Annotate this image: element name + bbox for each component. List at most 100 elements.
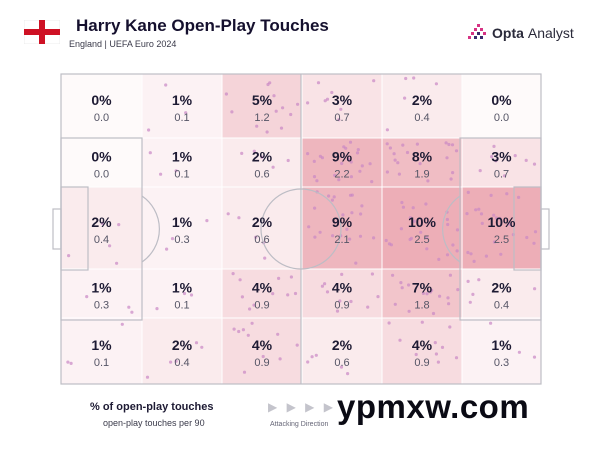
cell-per90-label: 0.6: [334, 357, 349, 369]
touch-dot: [392, 152, 396, 156]
touch-dot: [226, 212, 230, 216]
touch-dot: [489, 321, 493, 325]
touch-dot: [272, 94, 276, 98]
touch-dot: [325, 97, 330, 101]
touch-dot: [446, 296, 450, 300]
touch-dot: [327, 194, 331, 198]
touch-dot: [454, 149, 459, 153]
touch-dot: [388, 146, 392, 150]
touch-dot: [448, 325, 452, 329]
cell-per90-label: 2.1: [334, 234, 349, 246]
cell-percent-label: 2%: [172, 337, 193, 353]
touch-dot: [412, 219, 416, 223]
touch-dot: [323, 282, 327, 286]
touch-dot: [403, 96, 407, 100]
touch-dot: [408, 216, 412, 220]
touch-dot: [466, 279, 470, 283]
touch-dot: [254, 235, 258, 239]
legend-subtitle: open-play touches per 90: [103, 418, 205, 428]
touch-dot: [286, 293, 290, 297]
touch-dot: [405, 150, 410, 155]
left-penalty-arc: [141, 195, 160, 263]
touch-dot: [436, 360, 440, 364]
touch-dot: [412, 76, 416, 80]
touch-dot: [456, 288, 460, 292]
touch-dot: [396, 161, 400, 165]
touch-dot: [184, 111, 188, 115]
touch-dot: [337, 118, 341, 122]
touch-dot: [271, 292, 275, 296]
touch-dot: [358, 169, 362, 173]
right-penalty-arc: [442, 195, 461, 263]
touch-dot: [494, 216, 498, 220]
touch-dot: [346, 372, 350, 376]
touch-dot: [205, 219, 209, 223]
touch-dot: [145, 375, 150, 379]
touch-dot: [241, 328, 245, 332]
touch-dot: [345, 227, 349, 231]
touch-dot: [289, 112, 293, 117]
cell-percent-label: 2%: [91, 214, 112, 230]
touch-dot: [232, 327, 236, 331]
cell-per90-label: 0.4: [414, 112, 429, 124]
touch-dot: [484, 254, 488, 258]
touch-dot: [397, 172, 401, 176]
attacking-direction-label: Attacking Direction: [270, 421, 329, 428]
legend-title: % of open-play touches: [90, 401, 214, 413]
touch-dot: [261, 354, 265, 359]
touch-dot: [293, 291, 298, 296]
touch-dot: [401, 143, 405, 147]
heatmap-cell: [301, 186, 383, 270]
heatmap-cell: [221, 137, 303, 188]
touch-dot: [356, 148, 360, 152]
heatmap-cell: [141, 268, 223, 319]
cell-per90-label: 0.3: [94, 300, 109, 312]
touch-dot: [466, 190, 470, 194]
touch-dot: [385, 170, 389, 174]
cell-per90-label: 0.0: [494, 112, 509, 124]
touch-dot: [372, 79, 376, 83]
brand-name-bold: Opta: [492, 25, 524, 41]
touch-dot: [532, 241, 536, 245]
touch-dot: [418, 162, 422, 166]
touch-dot: [127, 305, 131, 309]
touch-dot: [115, 261, 119, 265]
touch-dot: [323, 99, 327, 103]
touch-dot: [426, 179, 430, 183]
touch-dot: [318, 230, 322, 234]
touch-dot: [385, 128, 389, 132]
touch-dot: [85, 295, 89, 299]
touch-dot: [366, 305, 370, 309]
watermark: ypmxw.com: [337, 388, 530, 425]
touch-dot: [120, 322, 124, 326]
touch-dot: [338, 299, 342, 303]
touch-dot: [348, 140, 353, 144]
touch-dot: [404, 76, 408, 81]
touch-dot: [252, 303, 256, 307]
cell-per90-label: 0.1: [174, 169, 189, 181]
touch-dot: [420, 320, 424, 324]
right-goal: [540, 208, 550, 250]
touch-dot: [480, 221, 484, 225]
touch-dot: [447, 142, 451, 147]
cell-percent-label: 1%: [172, 92, 193, 108]
cell-per90-label: 1.2: [254, 112, 269, 124]
touch-dot: [330, 90, 334, 95]
cell-per90-label: 0.0: [94, 169, 109, 181]
cell-percent-label: 1%: [172, 214, 193, 230]
cell-percent-label: 1%: [172, 149, 193, 165]
touch-dot: [399, 281, 403, 285]
centre-circle: [260, 188, 342, 270]
touch-dot: [446, 222, 450, 227]
heatmap-cell: [461, 137, 542, 188]
cell-per90-label: 2.5: [414, 234, 429, 246]
touch-dot: [400, 286, 404, 290]
touch-dot: [532, 355, 537, 359]
touch-dot: [532, 162, 537, 166]
touch-dot: [320, 284, 324, 288]
touch-dot: [67, 254, 71, 258]
touch-dot: [477, 207, 481, 211]
touch-dot: [411, 206, 415, 210]
touch-dot: [525, 235, 529, 240]
